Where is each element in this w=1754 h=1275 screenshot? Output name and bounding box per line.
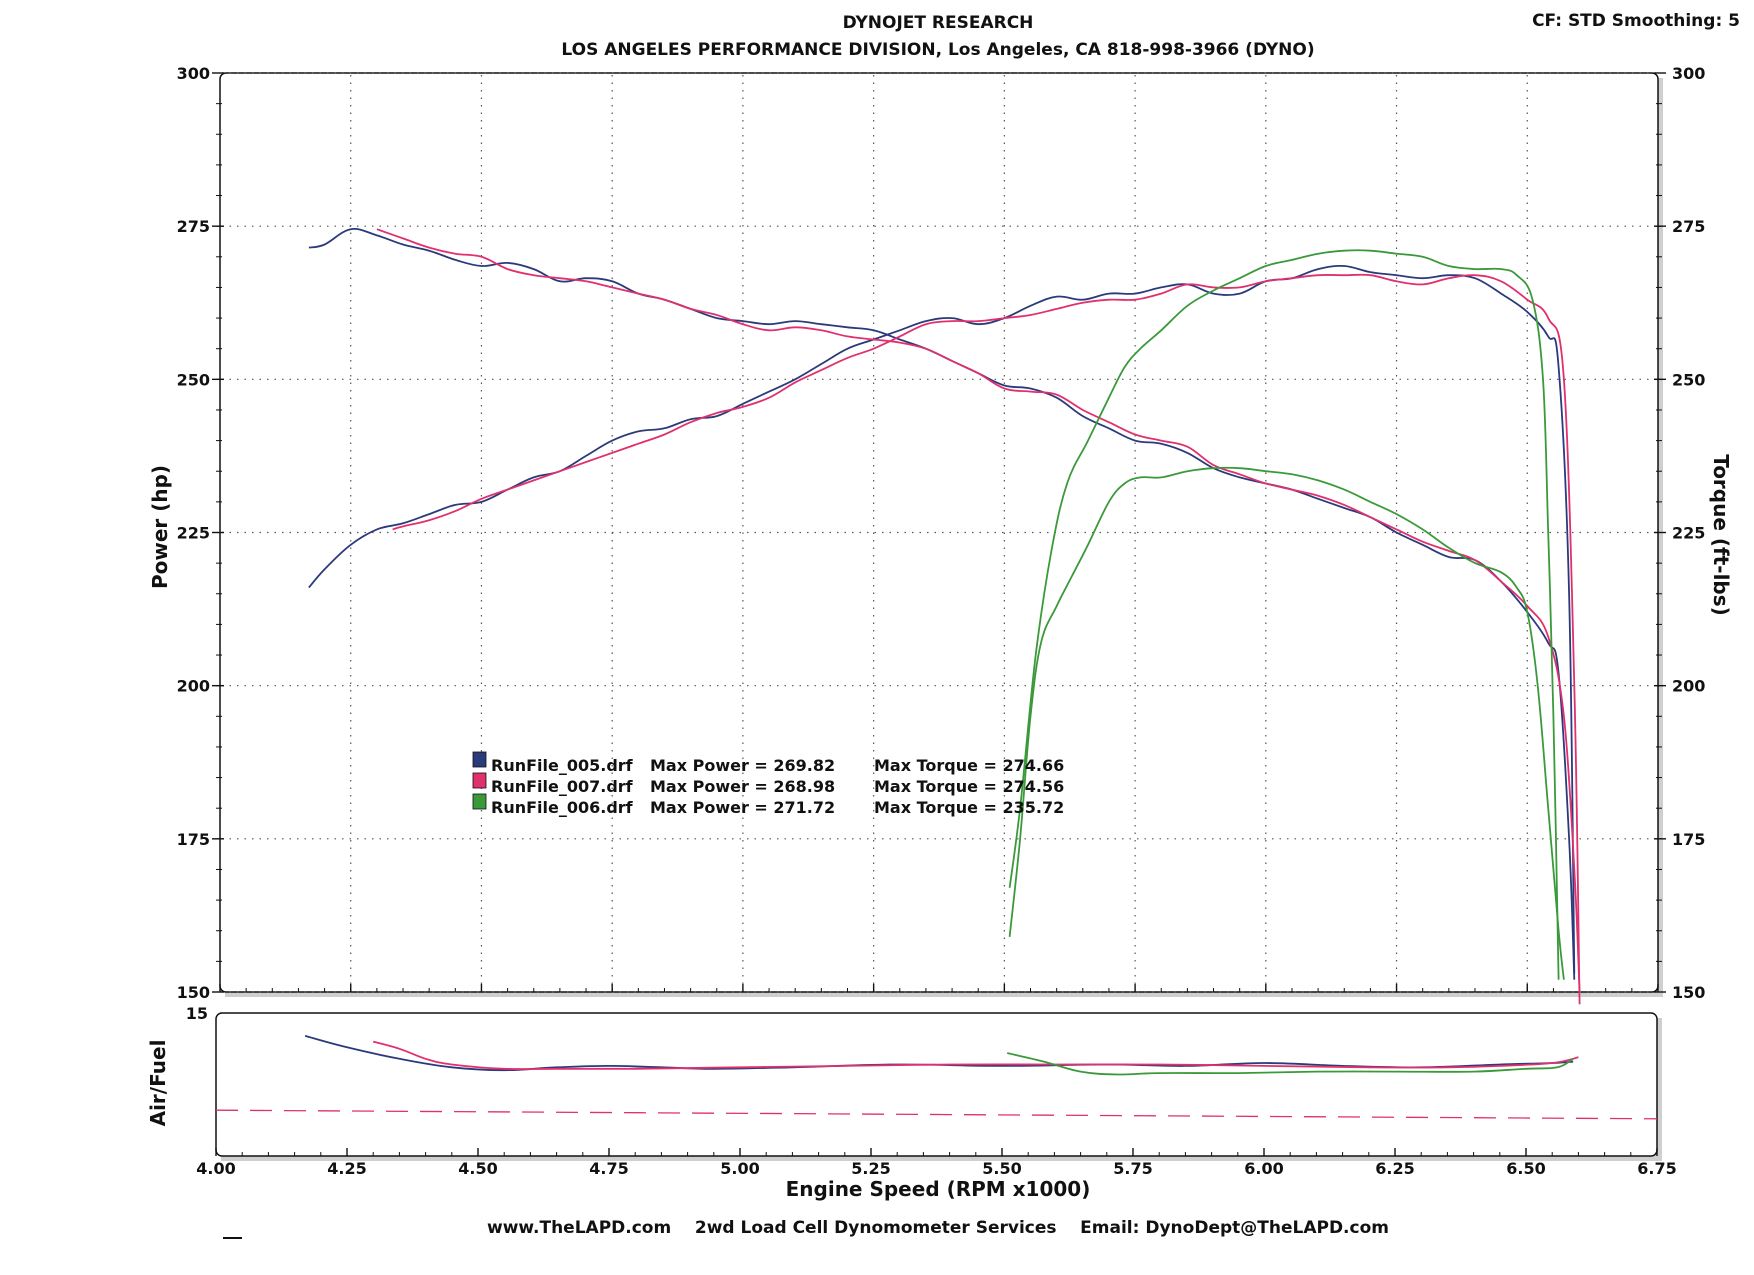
x-tick-label: 5.25 <box>851 1159 890 1178</box>
legend-torque: Max Torque = 274.56 <box>874 777 1064 796</box>
x-tick-label: 4.50 <box>458 1159 497 1178</box>
y2-tick-label: 175 <box>1672 830 1705 849</box>
chart-settings: CF: STD Smoothing: 5 <box>1532 11 1740 31</box>
x-tick-label: 4.00 <box>196 1159 235 1178</box>
x-axis-label: Engine Speed (RPM x1000) <box>786 1177 1091 1201</box>
series-line-power <box>392 273 1581 1005</box>
x-tick-label: 5.00 <box>720 1159 759 1178</box>
legend-torque: Max Torque = 274.66 <box>874 756 1064 775</box>
y2-tick-label: 200 <box>1672 677 1705 696</box>
x-tick-label: 6.50 <box>1506 1159 1545 1178</box>
x-tick-label: 6.00 <box>1244 1159 1283 1178</box>
y-tick-label: 250 <box>177 370 210 389</box>
y2-axis-label: Torque (ft-lbs) <box>1709 454 1733 616</box>
y-tick-label: 150 <box>177 983 210 1002</box>
series-line-power <box>308 264 1576 974</box>
main-plot-frame <box>219 72 1659 993</box>
af-plot-frame <box>215 1012 1658 1157</box>
x-tick-label: 4.75 <box>589 1159 628 1178</box>
legend-file: RunFile_006.drf <box>491 798 634 817</box>
af-series-line <box>372 1040 1579 1071</box>
y2-tick-label: 150 <box>1672 983 1705 1002</box>
af-series-line <box>1006 1052 1574 1076</box>
af-tick-label: 15 <box>186 1004 208 1023</box>
y2-tick-label: 275 <box>1672 217 1705 236</box>
y-tick-label: 175 <box>177 830 210 849</box>
legend-torque: Max Torque = 235.72 <box>874 798 1064 817</box>
legend: RunFile_005.drf Max Power = 269.82 Max T… <box>472 751 1064 817</box>
y-tick-label: 275 <box>177 217 210 236</box>
legend-power: Max Power = 269.82 <box>650 756 835 775</box>
y-tick-label: 300 <box>177 64 210 83</box>
x-tick-label: 6.75 <box>1637 1159 1676 1178</box>
x-tick-label: 6.25 <box>1375 1159 1414 1178</box>
x-tick-label: 5.50 <box>982 1159 1021 1178</box>
series-line-torque <box>1008 466 1565 980</box>
footer-text: www.TheLAPD.com 2wd Load Cell Dynomomete… <box>487 1218 1389 1238</box>
af-reference-line <box>215 1109 1658 1120</box>
legend-swatch-005 <box>472 751 487 768</box>
y2-tick-label: 300 <box>1672 64 1705 83</box>
legend-file: RunFile_007.drf <box>491 777 634 796</box>
legend-power: Max Power = 268.98 <box>650 777 835 796</box>
chart-title: DYNOJET RESEARCH <box>843 13 1034 33</box>
y-tick-label: 225 <box>177 524 210 543</box>
legend-swatch-006 <box>472 793 487 810</box>
y2-tick-label: 250 <box>1672 370 1705 389</box>
af-axis-label: Air/Fuel <box>146 1040 170 1127</box>
x-tick-label: 5.75 <box>1113 1159 1152 1178</box>
series-line-torque <box>376 228 1581 993</box>
y-tick-label: 200 <box>177 677 210 696</box>
legend-swatch-007 <box>472 772 487 789</box>
chart-subtitle: LOS ANGELES PERFORMANCE DIVISION, Los An… <box>561 40 1314 60</box>
legend-power: Max Power = 271.72 <box>650 798 835 817</box>
series-line-power <box>1008 249 1560 980</box>
y2-tick-label: 225 <box>1672 524 1705 543</box>
legend-file: RunFile_005.drf <box>491 756 634 775</box>
x-tick-label: 4.25 <box>327 1159 366 1178</box>
y-axis-label: Power (hp) <box>148 465 172 589</box>
